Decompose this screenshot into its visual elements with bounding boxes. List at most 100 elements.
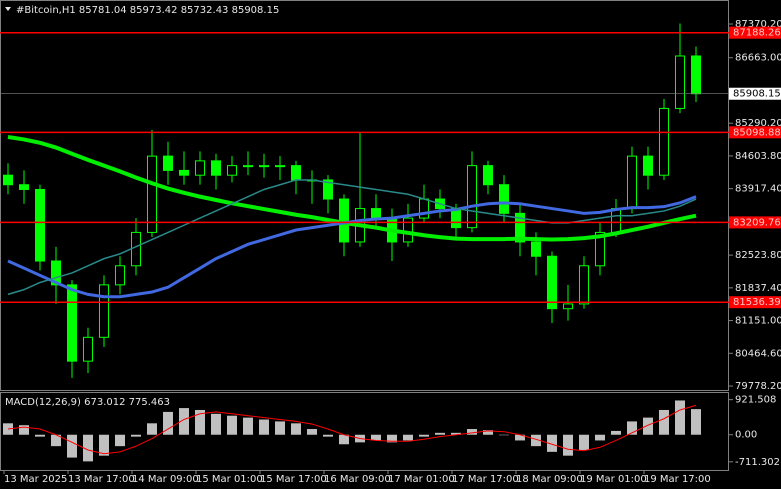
macd-bar: [51, 434, 61, 447]
macd-bar: [179, 408, 189, 435]
candle-body: [35, 188, 45, 262]
candle-body: [659, 107, 669, 176]
level-label-box: [729, 26, 781, 39]
candle-body: [99, 284, 109, 338]
macd-bar: [483, 430, 493, 435]
level-label-box: [729, 126, 781, 139]
candle-body: [563, 303, 573, 310]
macd-bar: [467, 429, 477, 435]
macd-bar: [147, 423, 157, 435]
candle-body: [243, 165, 253, 168]
y-tick-label: 83917.40: [735, 184, 781, 195]
x-tick-label: 17 Mar 17:00: [452, 474, 519, 485]
macd-bar: [243, 417, 253, 435]
x-tick-label: 15 Mar 01:00: [196, 474, 263, 485]
macd-bar: [371, 434, 381, 441]
moving-average: [7, 135, 697, 242]
candle-body: [675, 55, 685, 109]
candle-body: [515, 212, 525, 243]
level-label: 85098.88: [733, 127, 781, 138]
macd-bar: [563, 434, 573, 456]
macd-bar: [67, 434, 77, 458]
candle-body: [115, 265, 125, 286]
macd-bar: [675, 400, 685, 435]
macd-bar: [211, 413, 221, 435]
macd-bar: [547, 434, 557, 452]
y-tick-label: -711.302: [735, 457, 780, 468]
macd-bar: [131, 434, 141, 437]
macd-bar: [531, 434, 541, 447]
macd-bar: [307, 429, 317, 435]
y-tick-label: 81837.40: [735, 283, 781, 294]
candle-body: [259, 165, 269, 168]
x-tick-label: 16 Mar 09:00: [324, 474, 391, 485]
candle-body: [403, 217, 413, 243]
x-tick-label: 18 Mar 09:00: [516, 474, 583, 485]
candle-body: [211, 160, 221, 176]
macd-bar: [499, 434, 509, 436]
candle-body: [547, 255, 557, 310]
candle-body: [147, 155, 157, 233]
candle-body: [323, 179, 333, 200]
y-tick-label: 85290.20: [735, 118, 781, 129]
macd-bar: [259, 419, 269, 435]
x-tick-label: 19 Mar 17:00: [644, 474, 711, 485]
macd-bar: [99, 434, 109, 456]
y-tick-label: 921.508: [735, 395, 776, 406]
macd-bar: [291, 423, 301, 435]
candle-body: [227, 165, 237, 176]
macd-bar: [611, 430, 621, 435]
chart-title: #Bitcoin,H1 85781.04 85973.42 85732.43 8…: [16, 5, 279, 16]
y-tick-label: 87370.20: [735, 19, 781, 30]
macd-bar: [339, 434, 349, 445]
level-label: 83209.76: [733, 217, 781, 228]
macd-bar: [643, 417, 653, 435]
menu-arrow: [5, 7, 11, 11]
macd-bar: [403, 434, 413, 441]
candle-body: [51, 260, 61, 286]
price-label: 85908.15: [733, 89, 781, 100]
candle-body: [163, 155, 173, 171]
candle-body: [483, 165, 493, 186]
macd-bar: [115, 434, 125, 447]
y-tick-label: 81151.00: [735, 316, 781, 327]
level-label-box: [729, 216, 781, 229]
candle-body: [275, 165, 285, 168]
candle-body: [627, 155, 637, 210]
x-tick-label: 14 Mar 09:00: [132, 474, 199, 485]
macd-bar: [419, 434, 429, 437]
candle-body: [531, 241, 541, 257]
candle-body: [195, 160, 205, 176]
x-tick-label: 17 Mar 01:00: [388, 474, 455, 485]
candle-body: [19, 184, 29, 190]
macd-bar: [659, 409, 669, 435]
candle-body: [83, 336, 93, 362]
macd-bar: [435, 432, 445, 435]
macd-bar: [163, 411, 173, 435]
moving-average: [7, 179, 697, 296]
macd-bar: [275, 421, 285, 435]
macd-bar: [387, 434, 397, 443]
candle-body: [291, 165, 301, 181]
price-label-box: [729, 87, 781, 100]
candle-body: [3, 174, 13, 186]
candle-body: [691, 55, 701, 95]
macd-bar: [19, 425, 29, 435]
y-tick-label: 0.00: [735, 430, 757, 441]
candle-body: [131, 231, 141, 267]
macd-bar: [35, 434, 45, 437]
macd-bar: [323, 434, 333, 437]
level-label: 81536.39: [733, 297, 781, 308]
macd-frame: [0, 392, 729, 471]
candle-body: [595, 231, 605, 267]
level-label: 87188.26: [733, 28, 781, 39]
macd-bar: [83, 434, 93, 462]
main-frame: [0, 0, 729, 391]
x-tick-label: 13 Mar 17:00: [68, 474, 135, 485]
macd-bar: [691, 409, 701, 435]
candle-body: [499, 184, 509, 214]
signal-line: [7, 404, 697, 455]
y-tick-label: 79778.20: [735, 381, 781, 392]
candle-body: [179, 169, 189, 176]
